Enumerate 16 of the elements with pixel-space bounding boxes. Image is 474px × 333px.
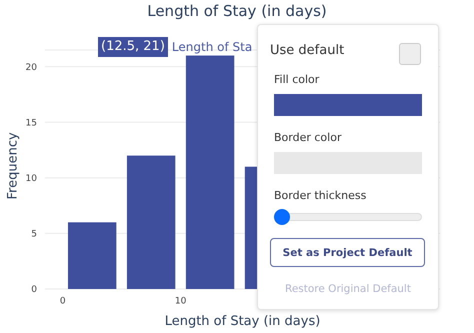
y-tick-label: 0 xyxy=(31,285,38,296)
annotation: Border thickness xyxy=(274,189,366,202)
y-tick-label: 15 xyxy=(26,118,37,128)
annotation: (12.5, 21) xyxy=(98,37,168,57)
y-axis-title: Frequency xyxy=(6,132,21,200)
y-tick-label: 10 xyxy=(26,174,38,184)
chart-title: Length of Stay (in days) xyxy=(146,2,328,20)
annotation: Restore Original Default xyxy=(284,283,412,295)
y-tick-label: 20 xyxy=(26,62,38,73)
x-axis-title: Length of Stay (in days) xyxy=(164,314,320,329)
annotation: Length of Sta xyxy=(172,40,252,54)
y-tick-label: 5 xyxy=(31,230,37,240)
annotation: Fill color xyxy=(274,73,320,86)
annotation: Border color xyxy=(274,131,342,144)
annotation: Use default xyxy=(270,43,344,58)
annotation: Set as Project Default xyxy=(270,238,425,267)
